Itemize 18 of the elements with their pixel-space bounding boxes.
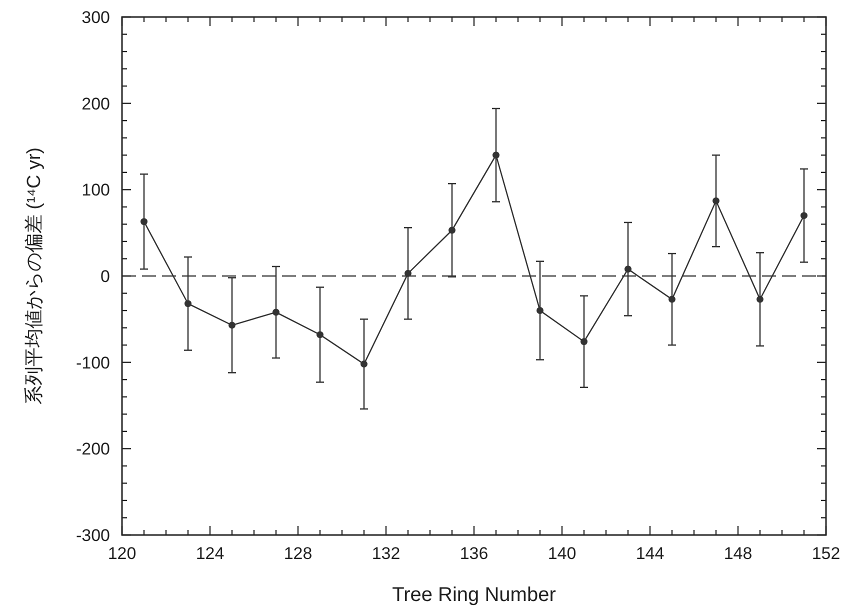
- y-tick-label: 300: [82, 8, 110, 27]
- y-tick-label: -100: [76, 353, 110, 372]
- x-tick-label: 148: [724, 544, 752, 563]
- x-tick-label: 120: [108, 544, 136, 563]
- y-tick-label: -200: [76, 440, 110, 459]
- x-axis-title: Tree Ring Number: [392, 584, 556, 606]
- x-tick-label: 144: [636, 544, 664, 563]
- x-tick-label: 132: [372, 544, 400, 563]
- x-tick-label: 128: [284, 544, 312, 563]
- y-tick-label: 200: [82, 94, 110, 114]
- y-tick-label: 0: [100, 267, 110, 286]
- x-tick-label: 136: [460, 544, 488, 563]
- x-tick-label: 140: [548, 544, 576, 563]
- x-tick-label: 124: [196, 544, 224, 563]
- x-tick-label: 152: [812, 544, 840, 563]
- y-tick-label: -300: [76, 526, 110, 545]
- y-tick-label: 100: [82, 180, 110, 200]
- y-axis-title: 系列平均値からの偏差 (¹⁴C yr): [24, 147, 45, 405]
